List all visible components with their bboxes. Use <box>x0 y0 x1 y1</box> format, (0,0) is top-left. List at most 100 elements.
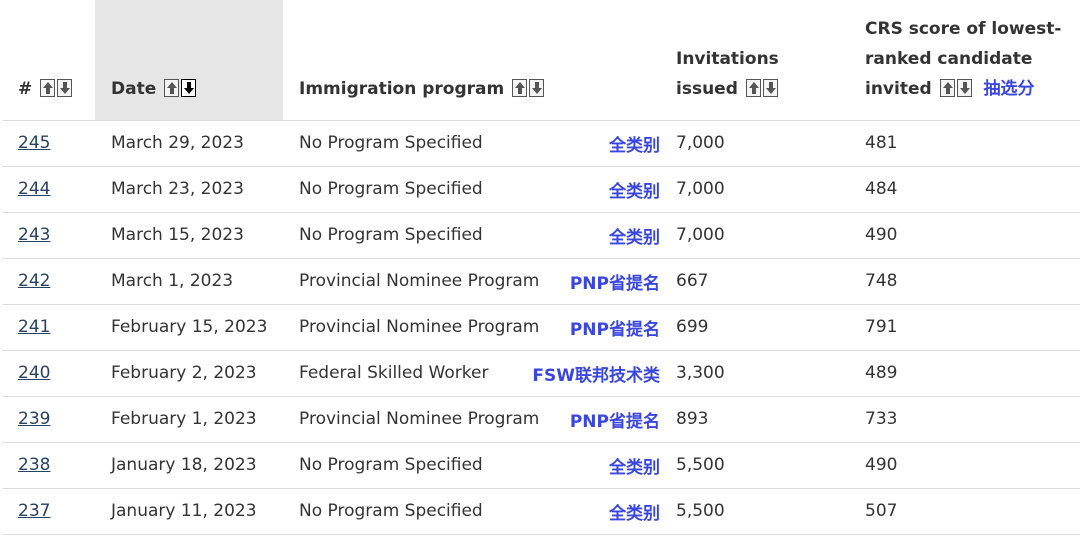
crs-cn-annotation: 抽选分 <box>983 78 1035 99</box>
col-header-crs-line1: CRS score of lowest- <box>865 18 1062 39</box>
arrow-down-icon <box>184 81 195 94</box>
col-header-date: Date <box>95 0 283 120</box>
program-cell: No Program Specified 全类别 <box>283 119 660 166</box>
col-header-invitations-line2: issued <box>676 78 738 99</box>
program-name: Provincial Nominee Program <box>299 271 540 291</box>
program-cn-annotation: 全类别 <box>609 503 660 524</box>
arrow-down-icon <box>765 81 776 94</box>
draw-number-cell: 242 <box>2 257 95 304</box>
program-name: Provincial Nominee Program <box>299 409 540 429</box>
draw-number-cell: 241 <box>2 303 95 350</box>
arrow-up-icon <box>942 81 953 94</box>
col-header-num-label: # <box>18 78 33 99</box>
table-row: 239 February 1, 2023 Provincial Nominee Pr… <box>2 395 1080 442</box>
col-header-crs: CRS score of lowest- ranked candidate in… <box>849 0 1080 120</box>
draw-number-cell: 244 <box>2 165 95 212</box>
draw-number-link[interactable]: 240 <box>18 363 51 383</box>
sort-desc-program-button[interactable] <box>529 78 545 97</box>
arrow-up-icon <box>748 81 759 94</box>
program-cn-annotation: PNP省提名 <box>569 411 660 432</box>
invitations-cell: 5,500 <box>660 441 849 488</box>
crs-score-cell: 791 <box>849 303 1080 350</box>
program-cell: No Program Specified 全类别 <box>283 441 660 488</box>
col-header-invitations-line1: Invitations <box>676 48 779 69</box>
date-cell: March 1, 2023 <box>95 257 283 304</box>
table-row: 243 March 15, 2023 No Program Specified 全类别… <box>2 211 1080 258</box>
invitations-cell: 667 <box>660 257 849 304</box>
draw-number-cell: 245 <box>2 119 95 166</box>
draw-number-cell: 243 <box>2 211 95 258</box>
col-header-crs-line3: invited <box>865 78 932 99</box>
draw-number-cell: 240 <box>2 349 95 396</box>
sort-desc-num-button[interactable] <box>57 78 73 97</box>
draw-number-cell: 239 <box>2 395 95 442</box>
invitations-cell: 7,000 <box>660 119 849 166</box>
header-row: # Date Immigration program Invitations i… <box>2 0 1080 120</box>
crs-score-cell: 489 <box>849 349 1080 396</box>
invitations-cell: 3,300 <box>660 349 849 396</box>
date-cell: February 1, 2023 <box>95 395 283 442</box>
program-cell: No Program Specified 全类别 <box>283 211 660 258</box>
invitations-cell: 7,000 <box>660 165 849 212</box>
sort-desc-date-button[interactable] <box>181 78 197 97</box>
draw-number-cell: 238 <box>2 441 95 488</box>
sort-asc-invitations-button[interactable] <box>745 78 761 97</box>
crs-score-cell: 733 <box>849 395 1080 442</box>
arrow-down-icon <box>959 81 970 94</box>
sort-asc-num-button[interactable] <box>40 78 56 97</box>
arrow-down-icon <box>60 81 71 94</box>
date-cell: February 2, 2023 <box>95 349 283 396</box>
program-cell: Provincial Nominee Program PNP省提名 <box>283 395 660 442</box>
date-cell: January 18, 2023 <box>95 441 283 488</box>
program-name: No Program Specified <box>299 455 483 475</box>
draw-number-link[interactable]: 238 <box>18 455 51 475</box>
col-header-crs-line2: ranked candidate <box>865 48 1033 69</box>
col-header-date-label: Date <box>111 78 157 99</box>
program-cn-annotation: 全类别 <box>609 135 660 156</box>
date-cell: March 15, 2023 <box>95 211 283 258</box>
sort-asc-program-button[interactable] <box>512 78 528 97</box>
program-name: No Program Specified <box>299 133 483 153</box>
program-cn-annotation: FSW联邦技术类 <box>532 365 660 386</box>
draw-number-cell: 237 <box>2 487 95 535</box>
program-cn-annotation: 全类别 <box>609 181 660 202</box>
sort-desc-crs-button[interactable] <box>956 78 972 97</box>
col-header-program: Immigration program <box>283 0 660 120</box>
draw-number-link[interactable]: 245 <box>18 133 51 153</box>
draw-number-link[interactable]: 241 <box>18 317 51 337</box>
program-cell: No Program Specified 全类别 <box>283 165 660 212</box>
date-cell: February 15, 2023 <box>95 303 283 350</box>
invitations-cell: 5,500 <box>660 487 849 535</box>
program-name: No Program Specified <box>299 501 483 521</box>
table-row: 245 March 29, 2023 No Program Specified 全类别… <box>2 119 1080 166</box>
draw-number-link[interactable]: 244 <box>18 179 51 199</box>
sort-desc-invitations-button[interactable] <box>762 78 778 97</box>
table-row: 240 February 2, 2023 Federal Skilled Worke… <box>2 349 1080 396</box>
arrow-up-icon <box>167 81 178 94</box>
crs-score-cell: 484 <box>849 165 1080 212</box>
invitations-cell: 699 <box>660 303 849 350</box>
draw-number-link[interactable]: 243 <box>18 225 51 245</box>
draw-number-link[interactable]: 237 <box>18 501 51 521</box>
program-name: Federal Skilled Worker <box>299 363 489 383</box>
table-row: 237 January 11, 2023 No Program Specified 全… <box>2 487 1080 535</box>
program-name: No Program Specified <box>299 179 483 199</box>
program-cn-annotation: PNP省提名 <box>569 273 660 294</box>
date-cell: March 23, 2023 <box>95 165 283 212</box>
table-row: 238 January 18, 2023 No Program Specified 全… <box>2 441 1080 488</box>
date-cell: January 11, 2023 <box>95 487 283 535</box>
col-header-invitations: Invitations issued <box>660 0 849 120</box>
arrow-down-icon <box>532 81 543 94</box>
col-header-program-label: Immigration program <box>299 78 505 99</box>
program-cell: No Program Specified 全类别 <box>283 487 660 535</box>
sort-asc-crs-button[interactable] <box>939 78 955 97</box>
draw-number-link[interactable]: 242 <box>18 271 51 291</box>
crs-score-cell: 481 <box>849 119 1080 166</box>
crs-score-cell: 490 <box>849 211 1080 258</box>
table-body: 245 March 29, 2023 No Program Specified 全类别… <box>2 119 1080 535</box>
program-cn-annotation: 全类别 <box>609 457 660 478</box>
draw-number-link[interactable]: 239 <box>18 409 51 429</box>
sort-asc-date-button[interactable] <box>164 78 180 97</box>
arrow-up-icon <box>515 81 526 94</box>
